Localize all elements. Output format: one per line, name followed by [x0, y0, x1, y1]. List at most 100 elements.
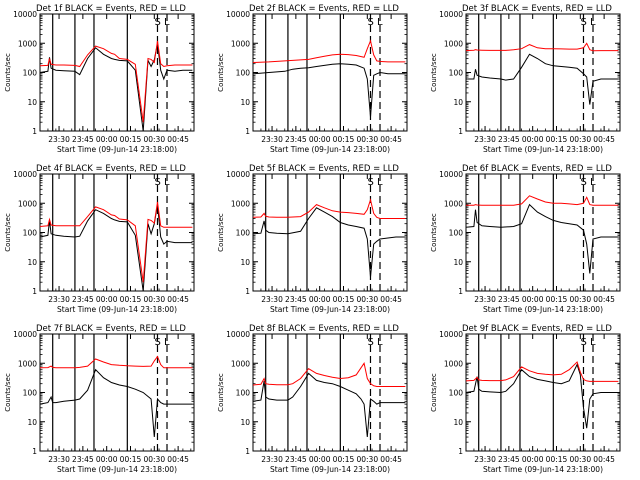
y-tick-label: 100	[23, 69, 38, 78]
series-events-line	[39, 368, 193, 438]
marker-l-label: L	[590, 177, 596, 188]
y-axis-label: Counts/sec	[430, 53, 438, 92]
y-tick-label: 100	[236, 69, 251, 78]
y-tick-label: 10000	[439, 170, 463, 179]
x-tick-label: 23:30	[261, 295, 283, 304]
marker-s-label: S	[367, 177, 373, 188]
series-lld-line	[252, 39, 406, 63]
plot-frame	[252, 13, 408, 132]
marker-s-label: S	[580, 337, 586, 348]
x-tick-label: 00:00	[309, 295, 331, 304]
x-tick-label: 00:15	[333, 295, 355, 304]
x-tick-label: 00:15	[333, 135, 355, 144]
y-tick-label: 1000	[444, 39, 463, 48]
series-events-line	[39, 43, 193, 132]
marker-s-label: S	[580, 17, 586, 28]
y-tick-label: 1000	[444, 359, 463, 368]
marker-s-label: S	[580, 177, 586, 188]
x-tick-label: 00:00	[96, 295, 118, 304]
series-lld-line	[39, 40, 193, 123]
y-tick-label: 10	[240, 258, 250, 267]
series-events-line	[466, 53, 619, 105]
x-tick-label: 23:30	[261, 455, 283, 464]
x-axis-label: Start Time (09-Jun-14 23:18:00)	[483, 305, 603, 314]
panel-title: Det 6f BLACK = Events, RED = LLD	[462, 164, 612, 174]
x-tick-label: 23:30	[48, 455, 70, 464]
x-tick-label: 23:45	[72, 295, 94, 304]
x-tick-label: 00:00	[522, 135, 544, 144]
x-axis-label: Start Time (09-Jun-14 23:18:00)	[57, 145, 177, 154]
series-events-line	[252, 63, 406, 118]
x-tick-label: 23:30	[261, 135, 283, 144]
series-lld-line	[465, 42, 619, 52]
x-tick-label: 00:30	[356, 135, 378, 144]
y-tick-label: 1	[245, 447, 250, 456]
x-tick-label: 00:45	[593, 295, 615, 304]
panel-title: Det 7f BLACK = Events, RED = LLD	[36, 324, 186, 334]
x-tick-label: 00:45	[593, 135, 615, 144]
y-axis-label: Counts/sec	[217, 53, 225, 92]
marker-s-label: S	[154, 17, 160, 28]
x-tick-label: 00:15	[546, 135, 568, 144]
y-tick-label: 10	[453, 418, 463, 427]
plot-frame	[465, 173, 621, 292]
marker-s-label: S	[367, 17, 373, 28]
series-events-line	[39, 204, 193, 292]
y-tick-label: 1000	[18, 199, 37, 208]
series-events-line	[465, 203, 619, 274]
panel-3: Det 3f BLACK = Events, RED = LLD 1 10 100 10…	[430, 4, 621, 154]
y-tick-label: 1000	[231, 359, 250, 368]
x-axis-label: Start Time (09-Jun-14 23:18:00)	[483, 465, 603, 474]
y-tick-label: 100	[449, 389, 464, 398]
plot-frame	[39, 13, 195, 132]
series-lld-line	[39, 201, 193, 283]
x-tick-label: 00:00	[522, 455, 544, 464]
x-tick-label: 00:00	[309, 135, 331, 144]
x-tick-label: 00:45	[167, 455, 189, 464]
x-tick-label: 23:45	[498, 135, 520, 144]
y-tick-label: 1000	[231, 199, 250, 208]
series-events-line	[252, 372, 406, 438]
x-tick-label: 00:30	[356, 455, 378, 464]
series-lld-line	[252, 198, 406, 219]
x-tick-label: 00:45	[593, 455, 615, 464]
plot-frame	[465, 13, 621, 132]
x-tick-label: 00:15	[546, 295, 568, 304]
y-tick-label: 10	[27, 258, 37, 267]
y-tick-label: 10	[240, 98, 250, 107]
marker-s-label: S	[154, 177, 160, 188]
x-tick-label: 23:30	[474, 455, 496, 464]
y-tick-label: 1	[32, 127, 37, 136]
panel-title: Det 3f BLACK = Events, RED = LLD	[462, 4, 612, 14]
marker-l-label: L	[164, 177, 170, 188]
x-axis-label: Start Time (09-Jun-14 23:18:00)	[270, 305, 390, 314]
y-axis-label: Counts/sec	[4, 53, 12, 92]
panel-8: Det 8f BLACK = Events, RED = LLD 1 10 100 10…	[217, 324, 408, 474]
panel-1: Det 1f BLACK = Events, RED = LLD 1 10 100 10…	[4, 4, 195, 154]
y-axis-label: Counts/sec	[430, 213, 438, 252]
y-tick-label: 10000	[13, 10, 37, 19]
panel-title: Det 8f BLACK = Events, RED = LLD	[249, 324, 399, 334]
panel-title: Det 1f BLACK = Events, RED = LLD	[36, 4, 186, 14]
y-tick-label: 10000	[13, 170, 37, 179]
y-axis-label: Counts/sec	[217, 373, 225, 412]
x-tick-label: 00:15	[333, 455, 355, 464]
y-axis-label: Counts/sec	[4, 213, 12, 252]
y-axis-label: Counts/sec	[217, 213, 225, 252]
y-tick-label: 1000	[18, 359, 37, 368]
y-tick-label: 10000	[226, 10, 250, 19]
marker-l-label: L	[590, 337, 596, 348]
x-tick-label: 00:45	[380, 455, 402, 464]
y-tick-label: 10	[453, 98, 463, 107]
y-tick-label: 10	[27, 418, 37, 427]
x-tick-label: 23:45	[72, 455, 94, 464]
y-axis-label: Counts/sec	[430, 373, 438, 412]
y-tick-label: 1	[458, 447, 463, 456]
x-tick-label: 00:30	[569, 135, 591, 144]
panel-9: Det 9f BLACK = Events, RED = LLD 1 10 100 10…	[430, 324, 621, 474]
x-axis-label: Start Time (09-Jun-14 23:18:00)	[57, 305, 177, 314]
plot-frame	[39, 173, 195, 292]
x-tick-label: 00:45	[380, 135, 402, 144]
x-tick-label: 00:15	[120, 295, 142, 304]
marker-l-label: L	[164, 17, 170, 28]
